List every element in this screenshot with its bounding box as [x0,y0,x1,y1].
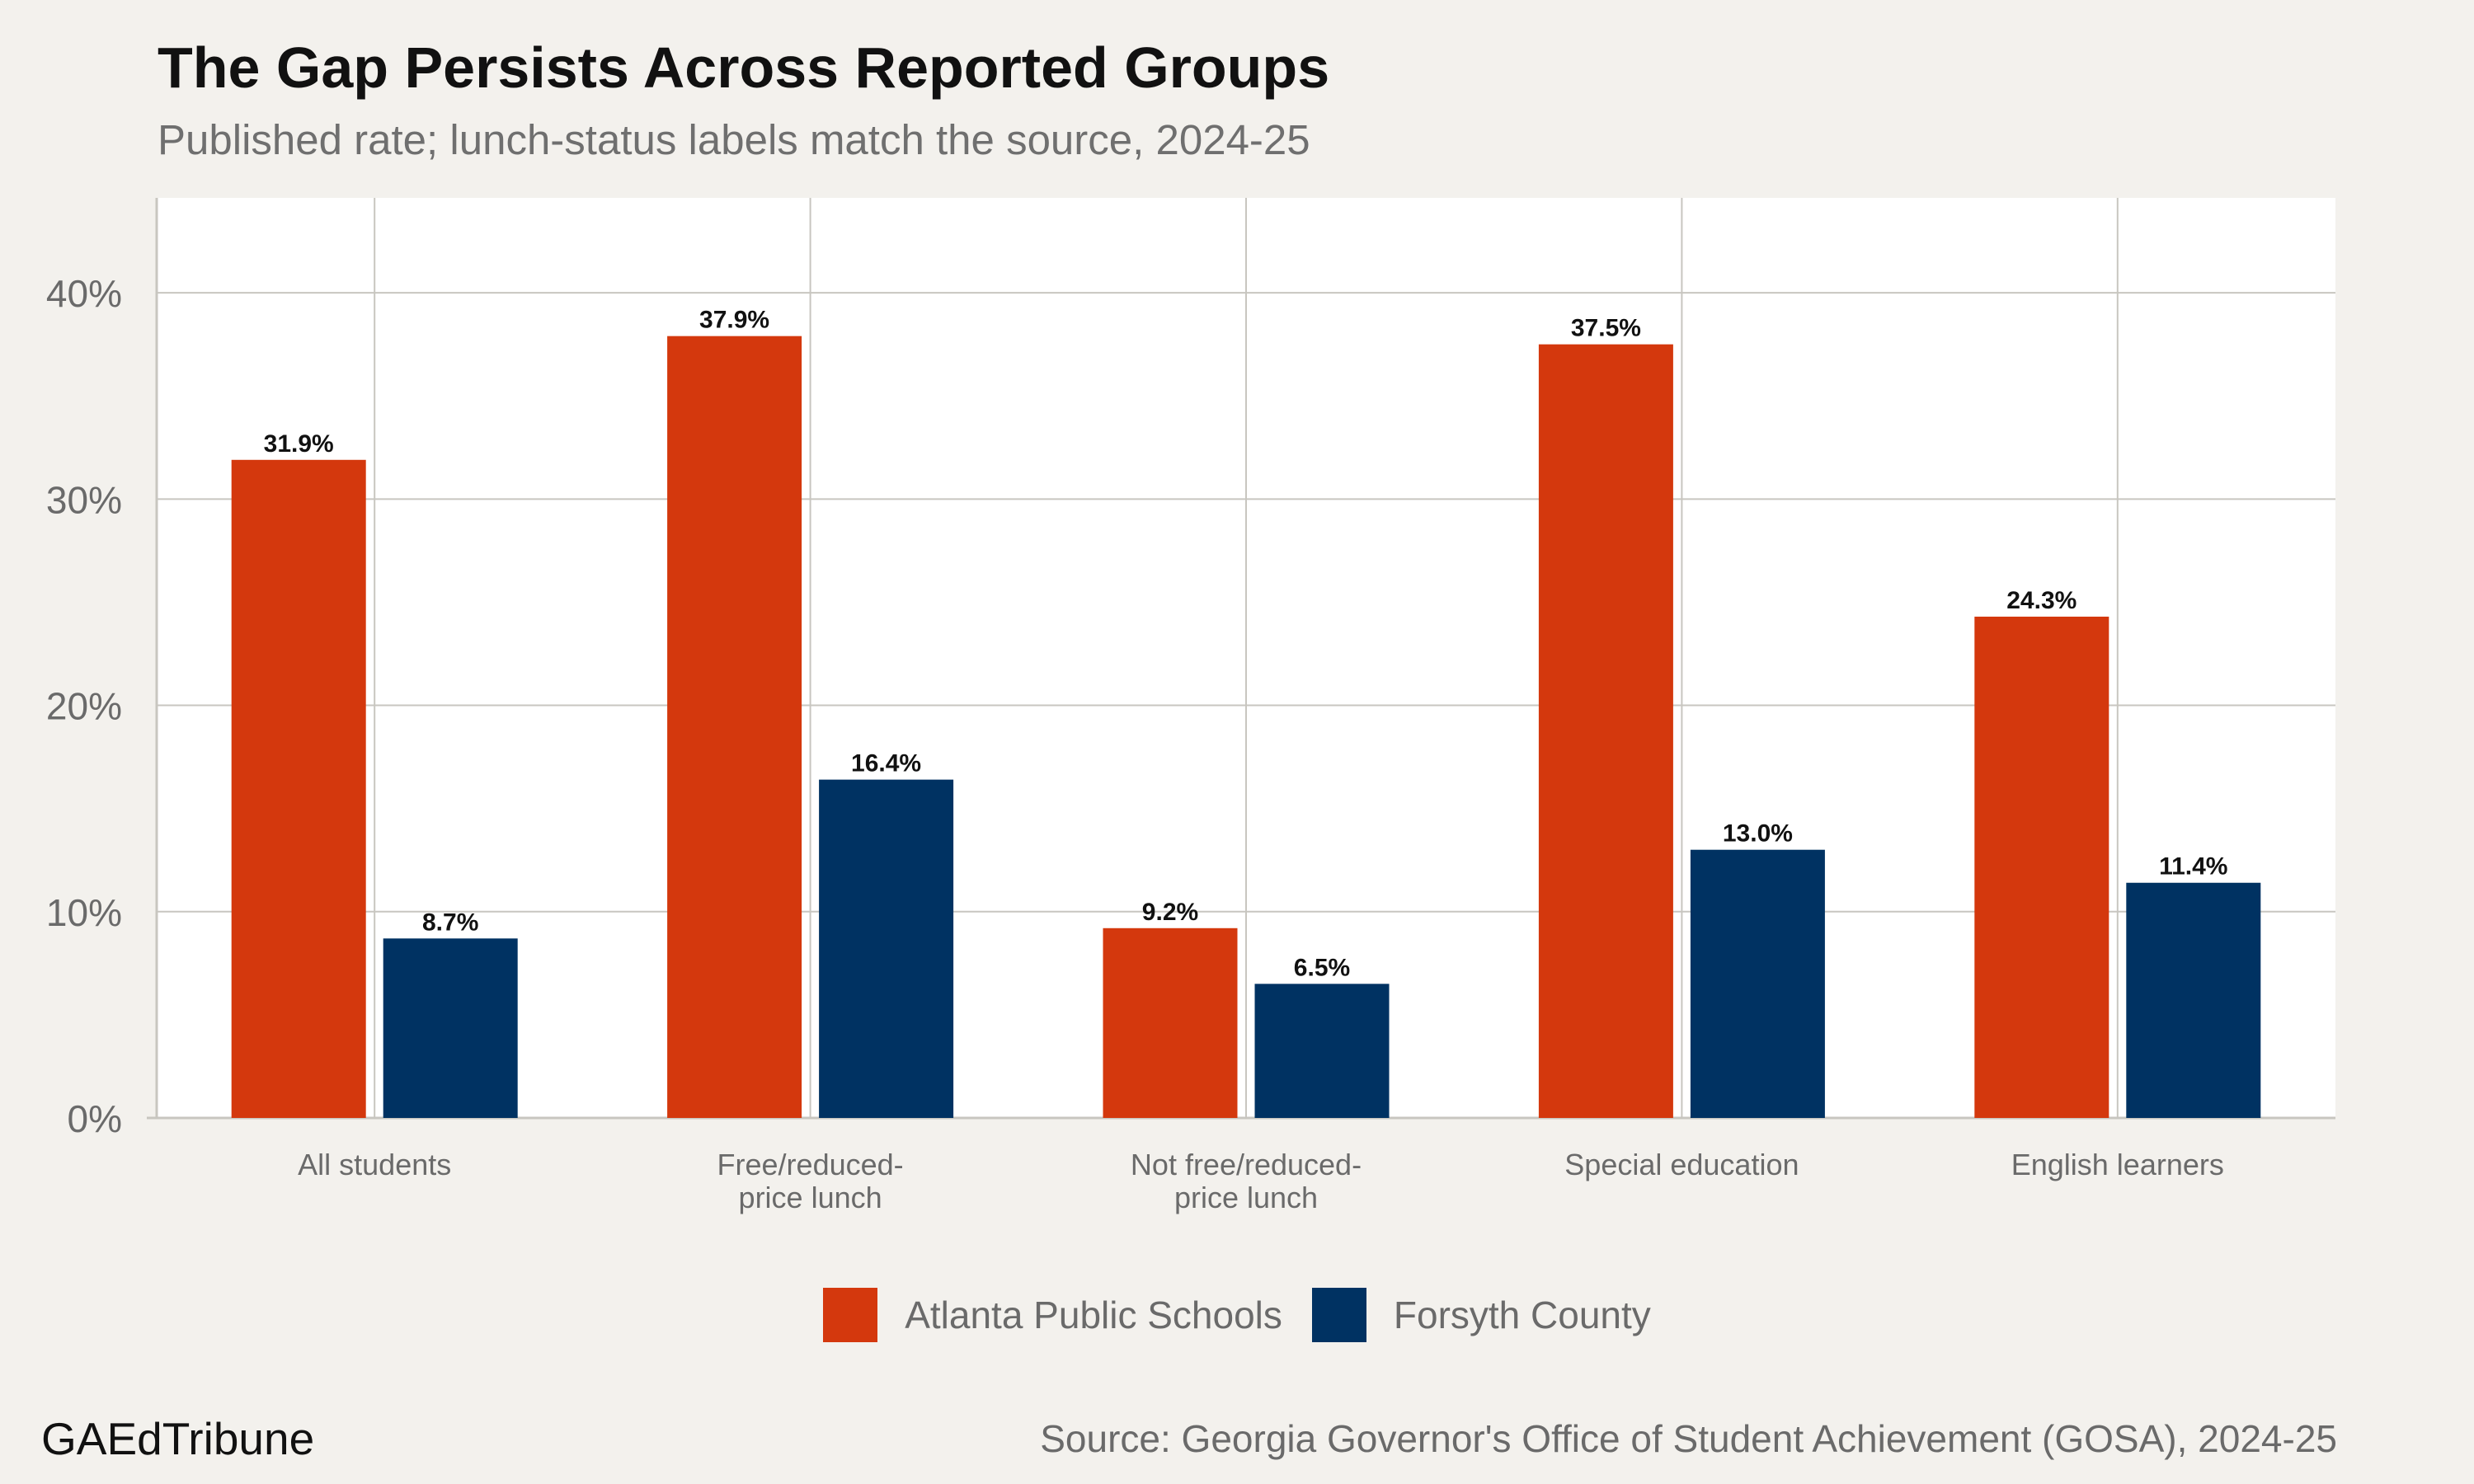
y-tick-label: 20% [46,685,122,728]
x-tick-label: All students [298,1148,451,1181]
bar-atlanta [1974,616,2109,1118]
legend-swatch-atlanta [823,1288,878,1342]
bar-chart: 0% 10% 20% 30% 40% 31.9% 37.9% 9.2% 37.5% 24.3% 8.… [46,198,2335,1214]
bar-atlanta [667,336,802,1118]
data-label: 13.0% [1723,820,1793,848]
data-label: 37.5% [1571,315,1641,342]
data-label: 11.4% [2159,853,2227,881]
y-tick-label: 0% [68,1097,122,1140]
bar-atlanta [1103,928,1238,1118]
bar-atlanta [231,459,366,1118]
source-note: Source: Georgia Governor's Office of Stu… [1040,1417,2337,1460]
bar-forsyth [1690,849,1825,1118]
x-tick-label: Special education [1564,1148,1799,1181]
bar-forsyth [1254,984,1390,1118]
x-tick-label: price lunch [1174,1181,1318,1214]
bar-forsyth [819,779,954,1118]
legend-item-forsyth: Forsyth County [1311,1288,1651,1342]
data-label: 6.5% [1294,954,1350,981]
y-tick-label: 30% [46,478,122,521]
bar-forsyth [383,938,518,1118]
x-tick-label: Not free/reduced- [1131,1148,1362,1181]
x-tick-label: Free/reduced- [717,1148,904,1181]
data-label: 31.9% [264,430,334,458]
legend-label-atlanta: Atlanta Public Schools [905,1294,1282,1336]
legend-item-atlanta: Atlanta Public Schools [823,1288,1282,1342]
chart-subtitle: Published rate; lunch-status labels matc… [158,116,1310,163]
bar-atlanta [1538,344,1673,1118]
legend-swatch-forsyth [1311,1288,1366,1342]
data-label: 9.2% [1142,899,1198,926]
data-label: 37.9% [699,307,769,334]
legend: Atlanta Public Schools Forsyth County [0,1288,2474,1342]
data-label: 16.4% [851,750,921,777]
legend-label-forsyth: Forsyth County [1393,1294,1651,1336]
x-tick-label: price lunch [739,1181,882,1214]
y-tick-label: 40% [46,272,122,315]
data-label: 24.3% [2006,587,2077,614]
brand-name: GAEdTribune [41,1413,315,1464]
y-tick-label: 10% [46,891,122,934]
chart-title: The Gap Persists Across Reported Groups [158,35,1330,100]
bar-forsyth [2126,882,2261,1118]
data-label: 8.7% [422,909,478,936]
x-tick-label: English learners [2011,1148,2224,1181]
